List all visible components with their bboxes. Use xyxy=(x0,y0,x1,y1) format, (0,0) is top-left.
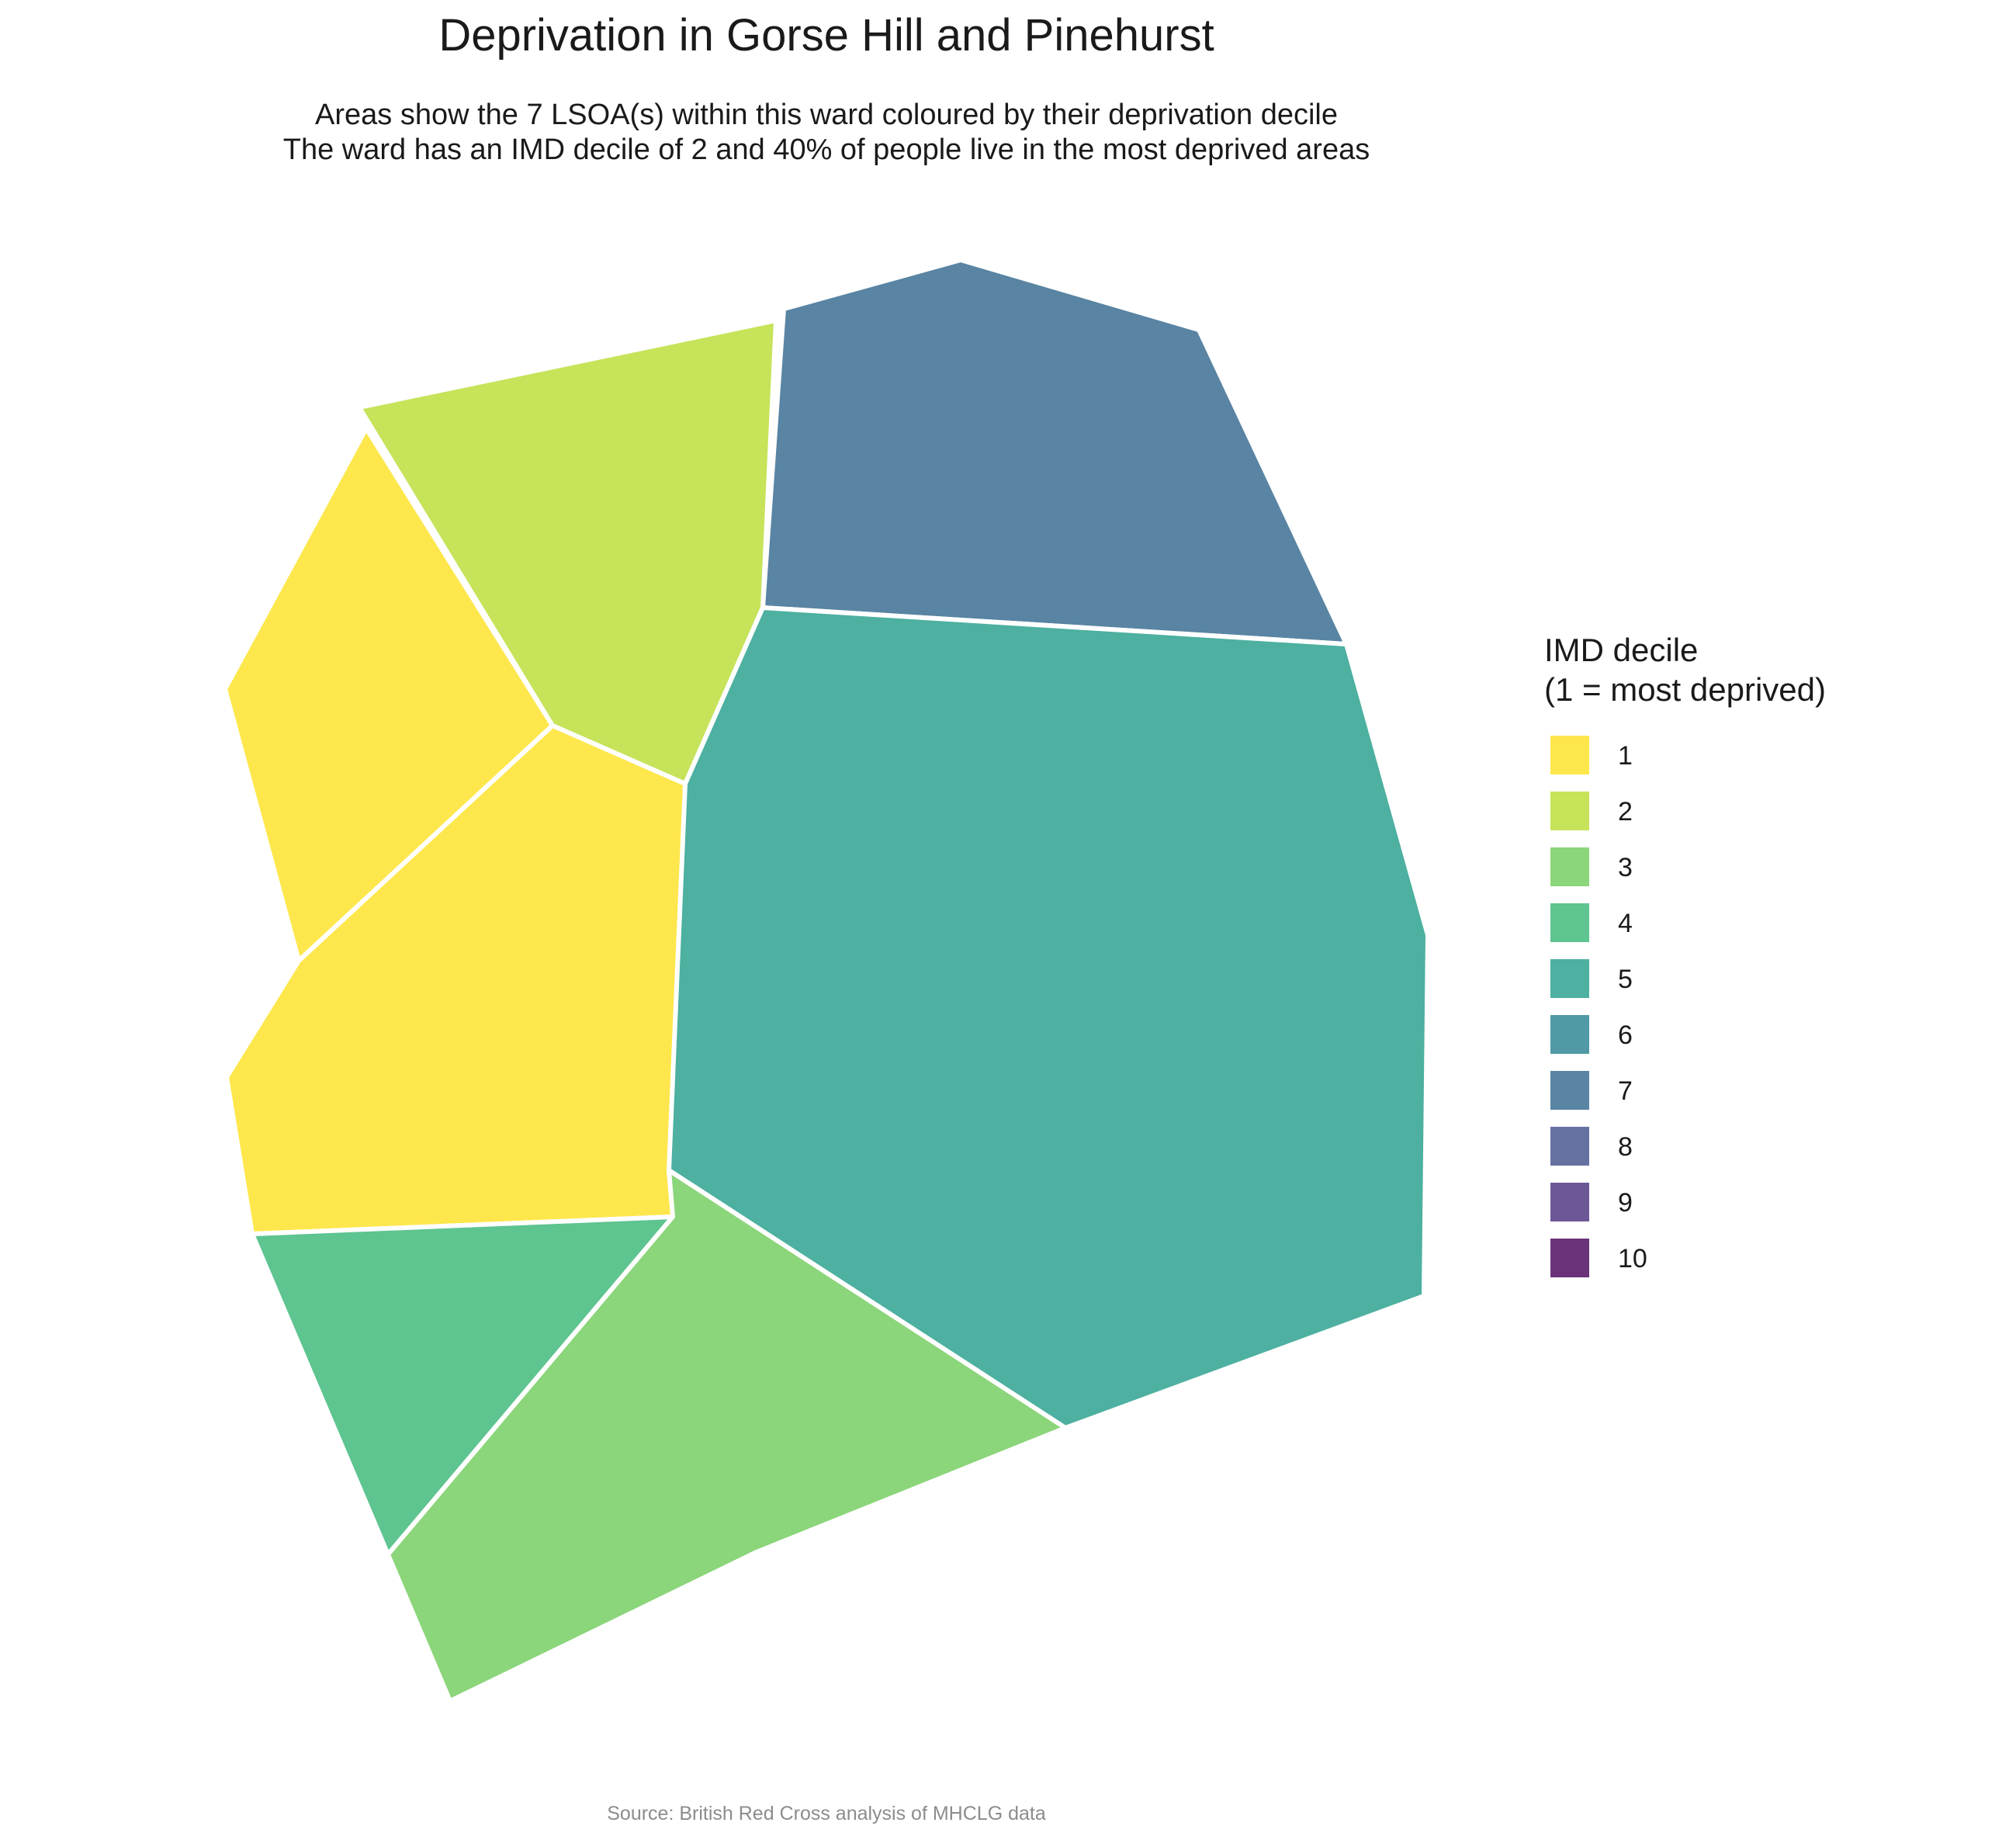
map-subtitle-line-2: The ward has an IMD decile of 2 and 40% … xyxy=(283,133,1370,166)
legend-swatch-6 xyxy=(1550,1015,1589,1054)
map-subtitle-line-1: Areas show the 7 LSOA(s) within this war… xyxy=(315,99,1338,131)
legend-label-4: 4 xyxy=(1618,909,1633,938)
legend-label-10: 10 xyxy=(1618,1244,1647,1273)
lsoa-area-decile-5 xyxy=(667,605,1430,1430)
legend-label-5: 5 xyxy=(1618,965,1633,994)
legend-swatch-9 xyxy=(1550,1183,1589,1221)
legend-swatch-4 xyxy=(1550,903,1589,942)
legend-items: 1 2 3 4 5 6 7 8 9 10 xyxy=(1550,736,1647,1277)
legend-title-line-2: (1 = most deprived) xyxy=(1544,671,1826,708)
legend-swatch-2 xyxy=(1550,792,1589,830)
legend-swatch-8 xyxy=(1550,1127,1589,1166)
lsoa-area-layer xyxy=(223,258,1430,1703)
legend-title-line-1: IMD decile xyxy=(1544,632,1698,668)
legend-label-6: 6 xyxy=(1618,1020,1633,1050)
legend-label-8: 8 xyxy=(1618,1132,1633,1162)
lsoa-area-decile-3 xyxy=(386,1168,1068,1703)
legend-swatch-3 xyxy=(1550,847,1589,886)
legend-label-3: 3 xyxy=(1618,853,1633,882)
source-caption: Source: British Red Cross analysis of MH… xyxy=(607,1803,1046,1824)
legend-swatch-5 xyxy=(1550,959,1589,998)
map-title: Deprivation in Gorse Hill and Pinehurst xyxy=(438,10,1214,61)
legend-label-9: 9 xyxy=(1618,1188,1633,1218)
legend-swatch-7 xyxy=(1550,1071,1589,1110)
legend-label-1: 1 xyxy=(1618,741,1633,771)
legend-label-7: 7 xyxy=(1618,1076,1633,1106)
legend-label-2: 2 xyxy=(1618,797,1633,826)
lsoa-area-decile-7 xyxy=(760,258,1349,646)
legend-swatch-1 xyxy=(1550,736,1589,774)
legend: IMD decile (1 = most deprived) 1 2 3 4 5 6 7 8 9… xyxy=(1544,632,1826,1277)
legend-swatch-10 xyxy=(1550,1239,1589,1277)
